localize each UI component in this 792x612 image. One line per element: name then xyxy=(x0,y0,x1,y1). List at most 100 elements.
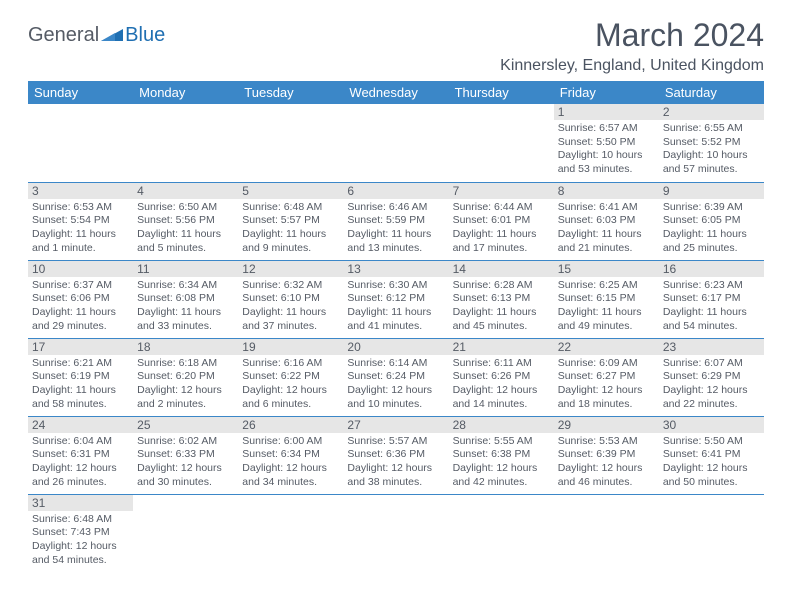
sunrise-line: Sunrise: 6:34 AM xyxy=(137,279,234,293)
calendar-week-row: 17Sunrise: 6:21 AMSunset: 6:19 PMDayligh… xyxy=(28,338,764,416)
calendar-day-cell: 4 Sunrise: 6:50 AMSunset: 5:56 PMDaylight… xyxy=(133,182,238,260)
daylight-line: Daylight: 10 hours and 53 minutes. xyxy=(558,149,655,176)
sunrise-line: Sunrise: 6:48 AM xyxy=(32,513,129,527)
calendar-day-cell: 5Sunrise: 6:48 AMSunset: 5:57 PMDaylight… xyxy=(238,182,343,260)
day-info: Sunrise: 6:04 AMSunset: 6:31 PMDaylight:… xyxy=(32,435,129,490)
sunset-line: Sunset: 6:20 PM xyxy=(137,370,234,384)
weekday-header: Friday xyxy=(554,81,659,104)
daylight-line: Daylight: 12 hours and 50 minutes. xyxy=(663,462,760,489)
sunrise-line: Sunrise: 6:18 AM xyxy=(137,357,234,371)
weekday-header: Saturday xyxy=(659,81,764,104)
day-number: 14 xyxy=(449,261,554,277)
day-number: 7 xyxy=(449,183,554,199)
calendar-day-cell: 23Sunrise: 6:07 AMSunset: 6:29 PMDayligh… xyxy=(659,338,764,416)
sunset-line: Sunset: 6:29 PM xyxy=(663,370,760,384)
calendar-empty-cell xyxy=(133,104,238,182)
sunrise-line: Sunrise: 6:41 AM xyxy=(558,201,655,215)
calendar-empty-cell xyxy=(659,494,764,572)
daylight-line: Daylight: 11 hours and 33 minutes. xyxy=(137,306,234,333)
sunrise-line: Sunrise: 5:55 AM xyxy=(453,435,550,449)
day-number: 10 xyxy=(28,261,133,277)
day-info: Sunrise: 6:48 AMSunset: 7:43 PMDaylight:… xyxy=(32,513,129,568)
title-block: March 2024 Kinnersley, England, United K… xyxy=(500,18,764,75)
daylight-line: Daylight: 10 hours and 57 minutes. xyxy=(663,149,760,176)
calendar-day-cell: 14Sunrise: 6:28 AMSunset: 6:13 PMDayligh… xyxy=(449,260,554,338)
sunrise-line: Sunrise: 6:39 AM xyxy=(663,201,760,215)
day-number: 26 xyxy=(238,417,343,433)
sunrise-line: Sunrise: 6:16 AM xyxy=(242,357,339,371)
day-info: Sunrise: 6:18 AMSunset: 6:20 PMDaylight:… xyxy=(137,357,234,412)
day-number: 31 xyxy=(28,495,133,511)
day-info: Sunrise: 6:55 AMSunset: 5:52 PMDaylight:… xyxy=(663,122,760,177)
sunrise-line: Sunrise: 6:14 AM xyxy=(347,357,444,371)
sunset-line: Sunset: 5:52 PM xyxy=(663,136,760,150)
sunrise-line: Sunrise: 6:44 AM xyxy=(453,201,550,215)
calendar-empty-cell xyxy=(28,104,133,182)
sunset-line: Sunset: 5:56 PM xyxy=(137,214,234,228)
daylight-line: Daylight: 11 hours and 29 minutes. xyxy=(32,306,129,333)
logo-text-1: General xyxy=(28,24,99,47)
calendar-header-row: SundayMondayTuesdayWednesdayThursdayFrid… xyxy=(28,81,764,104)
sunset-line: Sunset: 6:17 PM xyxy=(663,292,760,306)
daylight-line: Daylight: 12 hours and 14 minutes. xyxy=(453,384,550,411)
logo-text-2: Blue xyxy=(125,24,165,47)
sunset-line: Sunset: 6:38 PM xyxy=(453,448,550,462)
day-info: Sunrise: 6:16 AMSunset: 6:22 PMDaylight:… xyxy=(242,357,339,412)
calendar-day-cell: 31 Sunrise: 6:48 AMSunset: 7:43 PMDayligh… xyxy=(28,494,133,572)
day-info: Sunrise: 6:50 AMSunset: 5:56 PMDaylight:… xyxy=(137,201,234,256)
day-info: Sunrise: 6:14 AMSunset: 6:24 PMDaylight:… xyxy=(347,357,444,412)
daylight-line: Daylight: 12 hours and 10 minutes. xyxy=(347,384,444,411)
calendar-day-cell: 20Sunrise: 6:14 AMSunset: 6:24 PMDayligh… xyxy=(343,338,448,416)
weekday-header: Wednesday xyxy=(343,81,448,104)
daylight-line: Daylight: 11 hours and 41 minutes. xyxy=(347,306,444,333)
sunset-line: Sunset: 5:50 PM xyxy=(558,136,655,150)
day-number: 28 xyxy=(449,417,554,433)
sunrise-line: Sunrise: 6:30 AM xyxy=(347,279,444,293)
day-number: 17 xyxy=(28,339,133,355)
calendar-day-cell: 25Sunrise: 6:02 AMSunset: 6:33 PMDayligh… xyxy=(133,416,238,494)
day-info: Sunrise: 6:53 AMSunset: 5:54 PMDaylight:… xyxy=(32,201,129,256)
calendar-empty-cell xyxy=(238,104,343,182)
calendar-day-cell: 3Sunrise: 6:53 AMSunset: 5:54 PMDaylight… xyxy=(28,182,133,260)
day-number: 13 xyxy=(343,261,448,277)
page-title: March 2024 xyxy=(500,18,764,53)
calendar-day-cell: 27 Sunrise: 5:57 AMSunset: 6:36 PMDayligh… xyxy=(343,416,448,494)
sunset-line: Sunset: 6:08 PM xyxy=(137,292,234,306)
daylight-line: Daylight: 11 hours and 5 minutes. xyxy=(137,228,234,255)
sunset-line: Sunset: 6:01 PM xyxy=(453,214,550,228)
day-number: 30 xyxy=(659,417,764,433)
day-info: Sunrise: 6:46 AMSunset: 5:59 PMDaylight:… xyxy=(347,201,444,256)
calendar-day-cell: 2Sunrise: 6:55 AMSunset: 5:52 PMDaylight… xyxy=(659,104,764,182)
calendar-day-cell: 12Sunrise: 6:32 AMSunset: 6:10 PMDayligh… xyxy=(238,260,343,338)
daylight-line: Daylight: 11 hours and 25 minutes. xyxy=(663,228,760,255)
daylight-line: Daylight: 12 hours and 34 minutes. xyxy=(242,462,339,489)
sunrise-line: Sunrise: 5:50 AM xyxy=(663,435,760,449)
sunrise-line: Sunrise: 6:53 AM xyxy=(32,201,129,215)
sunset-line: Sunset: 5:59 PM xyxy=(347,214,444,228)
day-info: Sunrise: 6:34 AMSunset: 6:08 PMDaylight:… xyxy=(137,279,234,334)
sunrise-line: Sunrise: 6:55 AM xyxy=(663,122,760,136)
day-number: 11 xyxy=(133,261,238,277)
calendar-day-cell: 18Sunrise: 6:18 AMSunset: 6:20 PMDayligh… xyxy=(133,338,238,416)
day-number: 19 xyxy=(238,339,343,355)
sunrise-line: Sunrise: 6:57 AM xyxy=(558,122,655,136)
sunrise-line: Sunrise: 6:07 AM xyxy=(663,357,760,371)
day-number: 29 xyxy=(554,417,659,433)
daylight-line: Daylight: 11 hours and 37 minutes. xyxy=(242,306,339,333)
day-info: Sunrise: 6:23 AMSunset: 6:17 PMDaylight:… xyxy=(663,279,760,334)
daylight-line: Daylight: 12 hours and 22 minutes. xyxy=(663,384,760,411)
sunrise-line: Sunrise: 5:57 AM xyxy=(347,435,444,449)
sunrise-line: Sunrise: 6:09 AM xyxy=(558,357,655,371)
day-number: 27 xyxy=(343,417,448,433)
day-number: 15 xyxy=(554,261,659,277)
daylight-line: Daylight: 12 hours and 46 minutes. xyxy=(558,462,655,489)
calendar-week-row: 24Sunrise: 6:04 AMSunset: 6:31 PMDayligh… xyxy=(28,416,764,494)
day-number: 22 xyxy=(554,339,659,355)
day-info: Sunrise: 5:57 AMSunset: 6:36 PMDaylight:… xyxy=(347,435,444,490)
sunrise-line: Sunrise: 6:02 AM xyxy=(137,435,234,449)
calendar-day-cell: 13Sunrise: 6:30 AMSunset: 6:12 PMDayligh… xyxy=(343,260,448,338)
day-number: 4 xyxy=(133,183,238,199)
sunrise-line: Sunrise: 5:53 AM xyxy=(558,435,655,449)
calendar-day-cell: 6Sunrise: 6:46 AMSunset: 5:59 PMDaylight… xyxy=(343,182,448,260)
daylight-line: Daylight: 12 hours and 6 minutes. xyxy=(242,384,339,411)
